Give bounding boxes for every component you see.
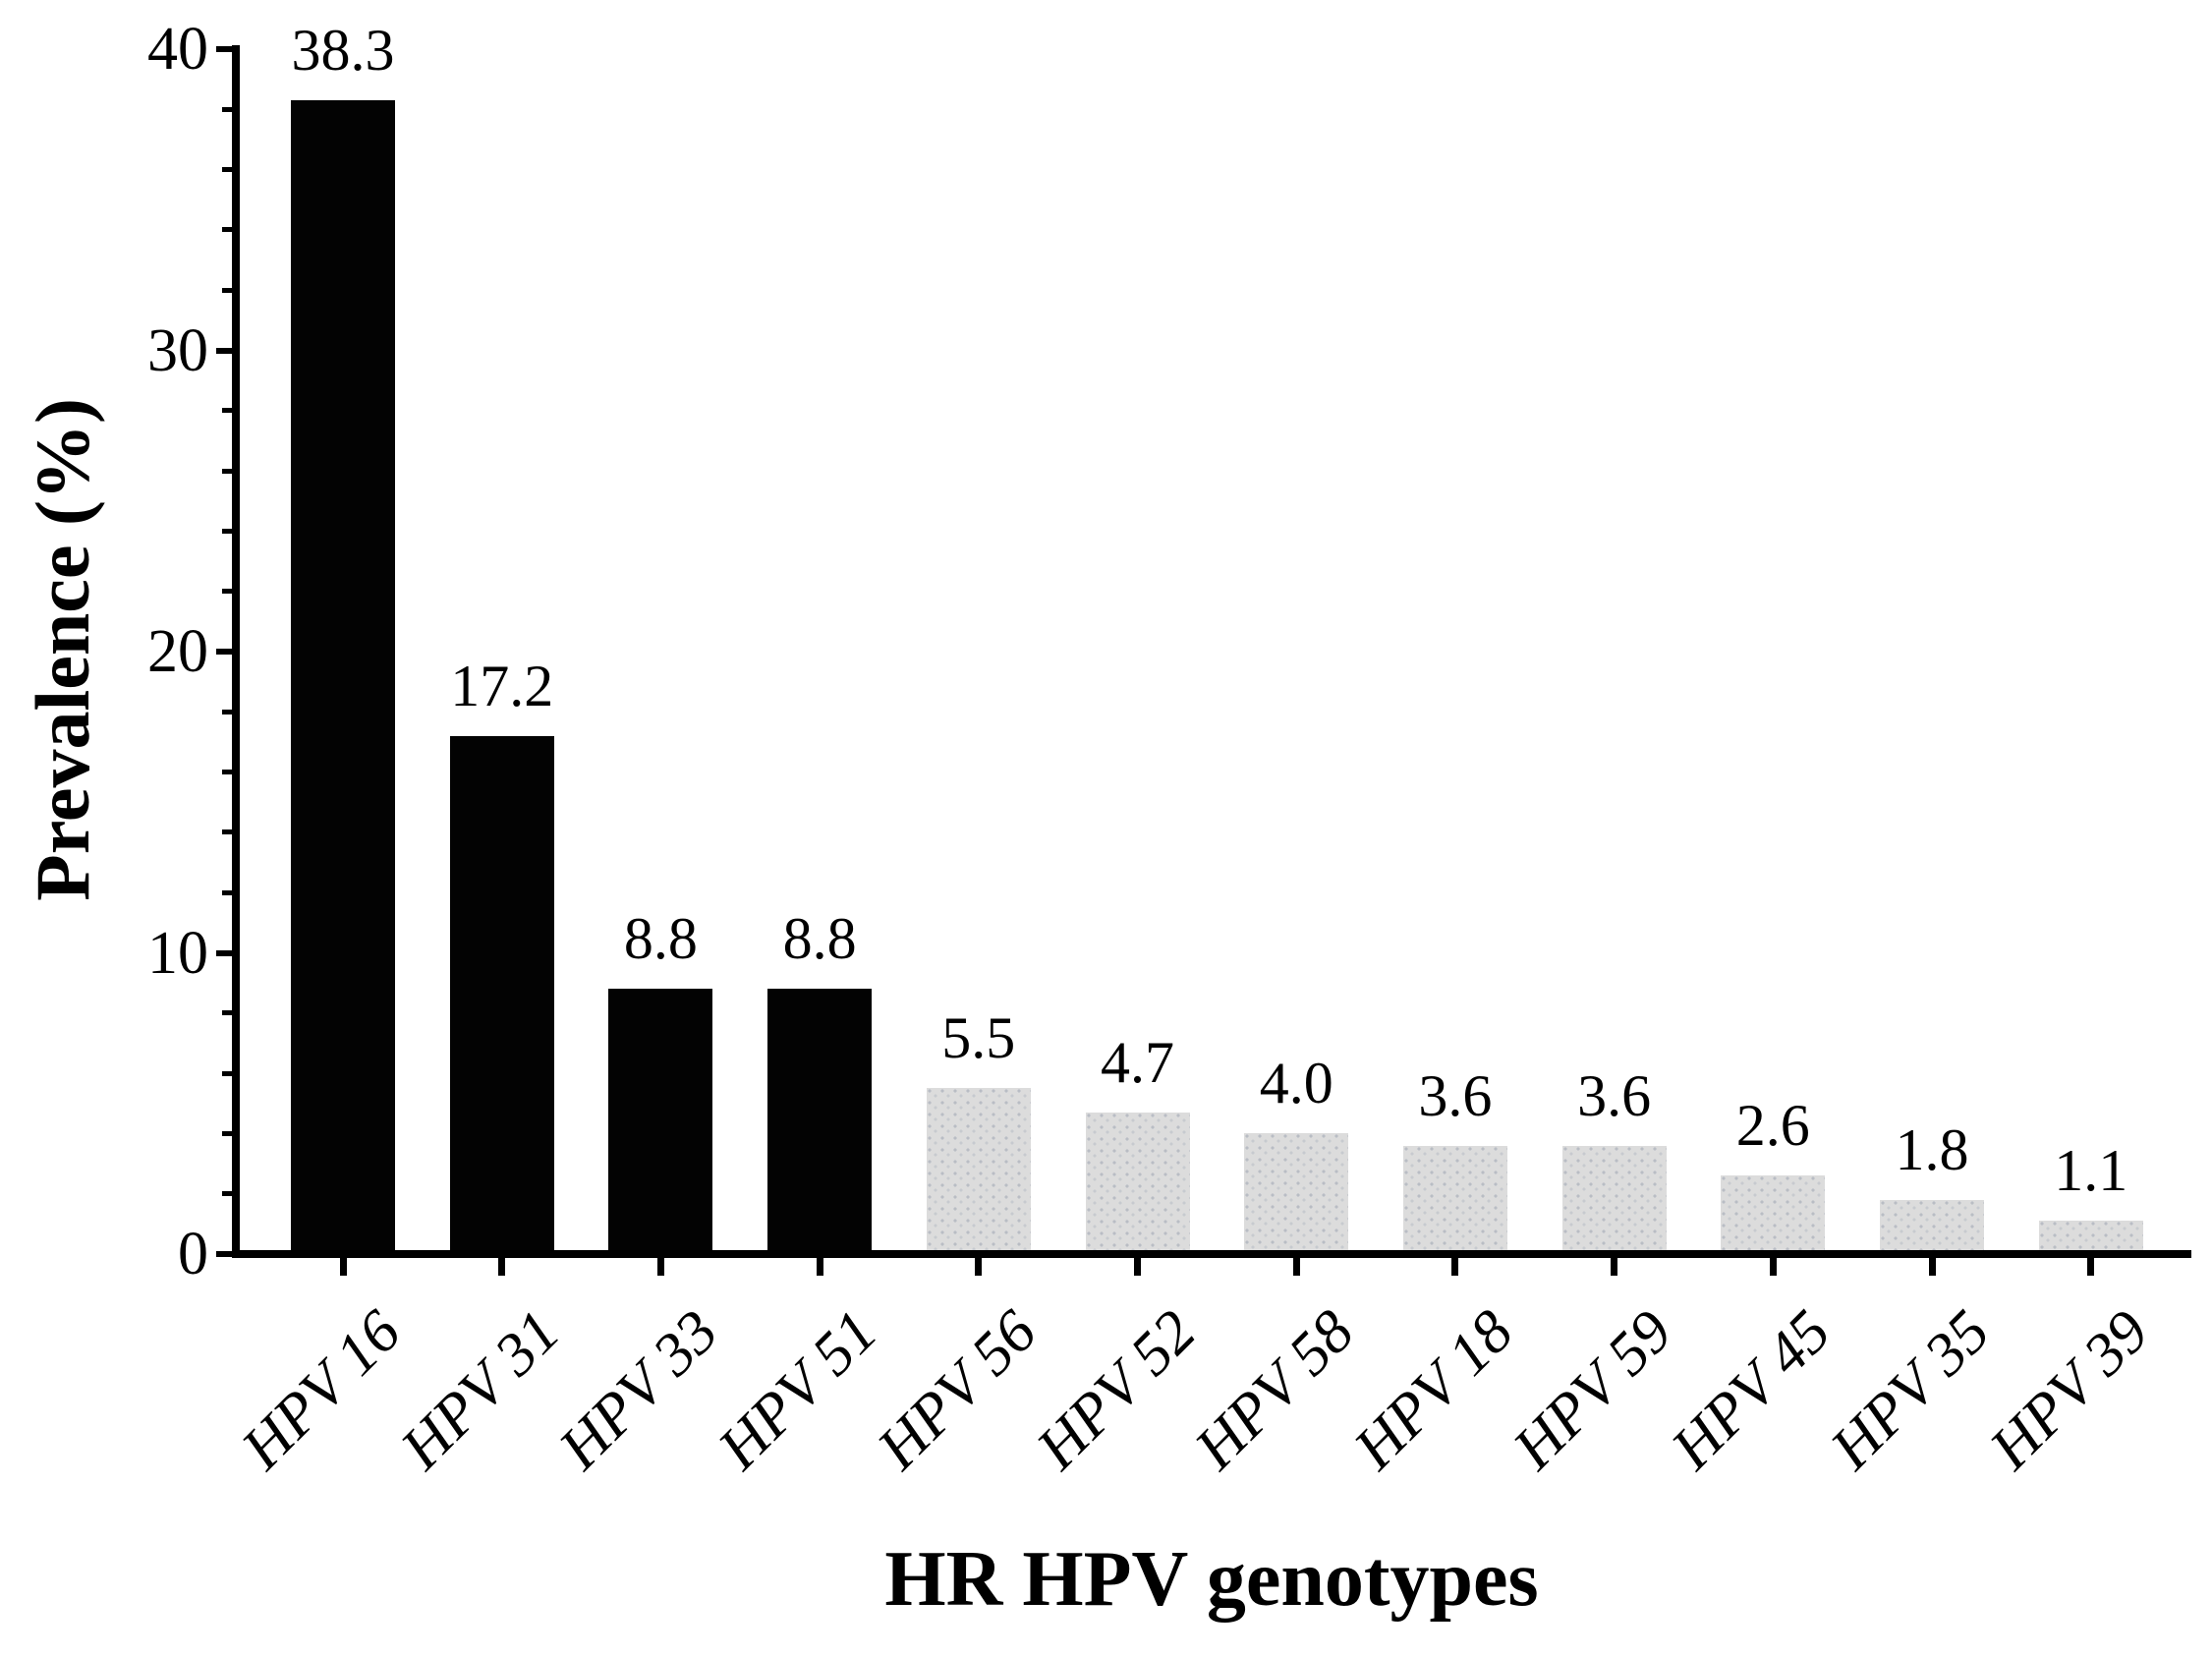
bar-value-label: 1.8 — [1895, 1116, 1969, 1182]
bar-hpv-18 — [1402, 1145, 1507, 1254]
y-tick-label: 20 — [147, 618, 208, 685]
bar-hpv-35 — [1880, 1199, 1984, 1254]
bar-hpv-52 — [1085, 1112, 1190, 1254]
x-tick — [656, 1258, 664, 1276]
bar-value-label: 17.2 — [450, 653, 554, 718]
bar-hpv-51 — [767, 989, 873, 1254]
bar-hpv-16 — [291, 100, 395, 1254]
bar-value-label: 2.6 — [1735, 1093, 1810, 1159]
y-minor-tick — [222, 528, 236, 534]
x-tick — [1451, 1258, 1459, 1276]
y-minor-tick — [222, 709, 236, 714]
y-major-tick — [216, 649, 236, 655]
bar-value-label: 1.1 — [2054, 1138, 2128, 1204]
y-minor-tick — [222, 167, 236, 173]
bar-hpv-39 — [2038, 1221, 2143, 1254]
bar-value-label: 8.8 — [623, 906, 698, 972]
y-minor-tick — [222, 1070, 236, 1076]
y-axis-line — [232, 45, 240, 1258]
y-minor-tick — [222, 287, 236, 293]
x-tick — [816, 1258, 823, 1276]
x-tick — [1928, 1258, 1936, 1276]
x-axis-line — [232, 1250, 2191, 1258]
bar-value-label: 4.7 — [1101, 1029, 1174, 1095]
y-tick-label: 10 — [147, 919, 208, 987]
x-tick — [1134, 1258, 1141, 1276]
x-tick — [1292, 1258, 1300, 1276]
x-tick — [975, 1258, 983, 1276]
bar-value-label: 4.0 — [1259, 1051, 1333, 1116]
bar-hpv-45 — [1721, 1175, 1826, 1254]
y-minor-tick — [222, 1130, 236, 1136]
bar-value-label: 38.3 — [291, 18, 395, 84]
y-minor-tick — [222, 227, 236, 233]
y-major-tick — [216, 1251, 236, 1257]
bar-hpv-56 — [926, 1088, 1031, 1254]
y-major-tick — [216, 46, 236, 52]
x-tick — [498, 1258, 506, 1276]
y-minor-tick — [222, 1010, 236, 1016]
bar-value-label: 3.6 — [1418, 1062, 1493, 1128]
y-tick-label: 40 — [147, 16, 208, 83]
y-minor-tick — [222, 829, 236, 835]
bar-value-label: 8.8 — [782, 906, 857, 972]
x-tick — [339, 1258, 347, 1276]
x-tick — [1611, 1258, 1618, 1276]
y-minor-tick — [222, 468, 236, 474]
bar-hpv-31 — [449, 735, 554, 1254]
y-minor-tick — [222, 106, 236, 112]
x-tick — [2087, 1258, 2095, 1276]
y-minor-tick — [222, 770, 236, 775]
y-tick-label: 0 — [178, 1221, 208, 1287]
y-tick-label: 30 — [147, 316, 208, 384]
y-minor-tick — [222, 1191, 236, 1197]
y-major-tick — [216, 949, 236, 956]
y-minor-tick — [222, 408, 236, 414]
bar-hpv-59 — [1561, 1145, 1667, 1254]
x-axis-title: HR HPV genotypes — [884, 1536, 1539, 1623]
bar-hpv-58 — [1244, 1133, 1349, 1254]
y-major-tick — [216, 347, 236, 354]
bar-value-label: 5.5 — [941, 1005, 1016, 1071]
bar-value-label: 3.6 — [1577, 1062, 1652, 1128]
y-minor-tick — [222, 589, 236, 595]
x-tick — [1769, 1258, 1777, 1276]
y-minor-tick — [222, 889, 236, 895]
bar-hpv-33 — [608, 989, 713, 1254]
